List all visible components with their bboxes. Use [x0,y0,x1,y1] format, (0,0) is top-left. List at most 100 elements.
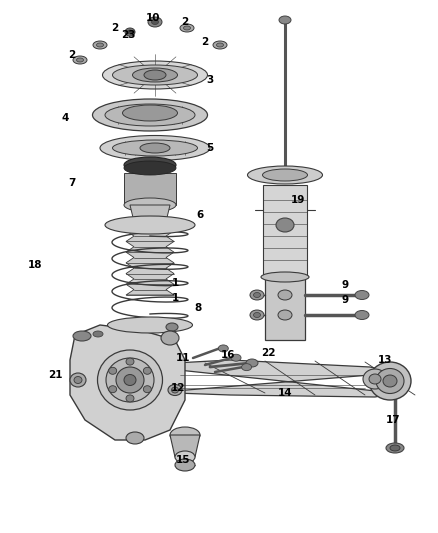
Text: 2: 2 [181,17,189,27]
Text: 4: 4 [61,113,69,123]
Ellipse shape [386,443,404,453]
Ellipse shape [106,358,154,402]
Ellipse shape [124,375,136,385]
Polygon shape [170,435,200,457]
Ellipse shape [246,359,258,367]
Ellipse shape [102,61,208,89]
Ellipse shape [73,331,91,341]
Text: 12: 12 [171,383,185,393]
Ellipse shape [125,28,135,36]
Ellipse shape [254,312,261,318]
Ellipse shape [143,367,151,374]
Ellipse shape [184,26,191,30]
Ellipse shape [355,311,369,319]
Ellipse shape [93,331,103,337]
Ellipse shape [168,384,182,395]
Ellipse shape [390,445,400,451]
Ellipse shape [218,345,228,352]
Text: 14: 14 [278,388,292,398]
Ellipse shape [77,58,84,62]
Ellipse shape [279,16,291,24]
Ellipse shape [124,161,176,175]
Ellipse shape [383,375,397,387]
Ellipse shape [144,70,166,80]
Ellipse shape [73,56,87,64]
Text: 1: 1 [171,278,179,288]
Ellipse shape [126,432,144,444]
Text: 22: 22 [261,348,275,358]
Ellipse shape [105,104,195,126]
Ellipse shape [213,41,227,49]
Ellipse shape [109,386,117,393]
Ellipse shape [369,374,381,384]
Ellipse shape [363,369,387,389]
Ellipse shape [126,395,134,402]
Ellipse shape [376,368,404,393]
Text: 2: 2 [111,23,119,33]
Polygon shape [70,325,185,440]
Ellipse shape [124,198,176,212]
Ellipse shape [180,24,194,32]
Ellipse shape [276,218,294,232]
Text: 10: 10 [146,13,160,23]
Text: 23: 23 [121,30,135,40]
Ellipse shape [278,290,292,300]
Ellipse shape [96,43,103,47]
Text: 2: 2 [68,50,76,60]
Polygon shape [150,360,395,397]
Ellipse shape [74,376,82,384]
Ellipse shape [355,290,369,300]
Ellipse shape [123,105,177,121]
Ellipse shape [369,362,411,400]
Ellipse shape [161,331,179,345]
Ellipse shape [92,99,208,131]
Ellipse shape [113,140,198,156]
Polygon shape [130,205,170,230]
Text: 17: 17 [386,415,400,425]
Ellipse shape [172,387,179,393]
Text: 9: 9 [342,295,349,305]
Bar [124,173,176,205]
Ellipse shape [107,317,192,333]
Ellipse shape [250,310,264,320]
Ellipse shape [262,169,307,181]
Ellipse shape [140,143,170,153]
Ellipse shape [105,216,195,234]
Text: 18: 18 [28,260,42,270]
Polygon shape [126,220,174,295]
Ellipse shape [133,68,177,82]
Text: 3: 3 [206,75,214,85]
Text: 8: 8 [194,303,201,313]
Text: 2: 2 [201,37,208,47]
Ellipse shape [216,43,223,47]
Ellipse shape [231,354,241,361]
Bar [265,278,305,340]
Text: 6: 6 [196,210,204,220]
Ellipse shape [278,310,292,320]
Ellipse shape [247,166,322,184]
Text: 21: 21 [48,370,62,380]
Ellipse shape [143,386,151,393]
Text: 11: 11 [176,353,190,363]
Ellipse shape [152,20,159,25]
Ellipse shape [166,323,178,331]
Ellipse shape [109,367,117,374]
Ellipse shape [254,293,261,297]
Ellipse shape [242,364,251,370]
Text: 9: 9 [342,280,349,290]
Ellipse shape [175,451,195,463]
Ellipse shape [127,30,133,34]
Bar [263,185,307,275]
Ellipse shape [126,358,134,365]
Text: 1: 1 [171,293,179,303]
Ellipse shape [70,373,86,387]
Ellipse shape [100,135,210,160]
Text: 13: 13 [378,355,392,365]
Ellipse shape [93,41,107,49]
Ellipse shape [116,367,144,393]
Text: 7: 7 [68,178,76,188]
Ellipse shape [124,157,176,173]
Ellipse shape [148,17,162,27]
Text: 5: 5 [206,143,214,153]
Ellipse shape [175,459,195,471]
